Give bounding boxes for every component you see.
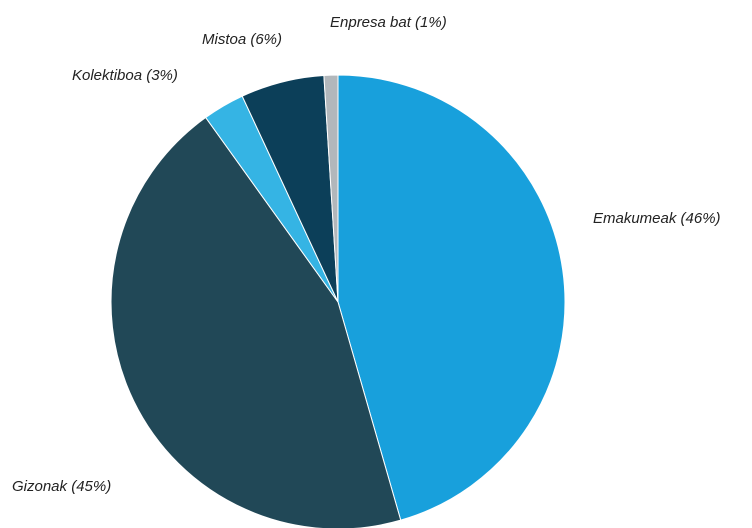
pie-labels: Emakumeak (46%) Gizonak (45%) Kolektiboa…: [12, 14, 721, 495]
pie-slice-enpresa-bat: [323, 74, 339, 303]
slice-label-kolektiboa: Kolektiboa (3%): [72, 67, 178, 84]
slice-label-mistoa: Mistoa (6%): [202, 31, 282, 48]
slice-label-gizonak: Gizonak (45%): [12, 478, 111, 495]
pie-slice-gizonak: [110, 116, 402, 528]
slice-label-emakumeak: Emakumeak (46%): [593, 210, 721, 227]
slice-label-enpresa-bat: Enpresa bat (1%): [330, 14, 447, 31]
pie-slice-emakumeak: [337, 74, 566, 521]
pie-slices: [110, 74, 566, 528]
